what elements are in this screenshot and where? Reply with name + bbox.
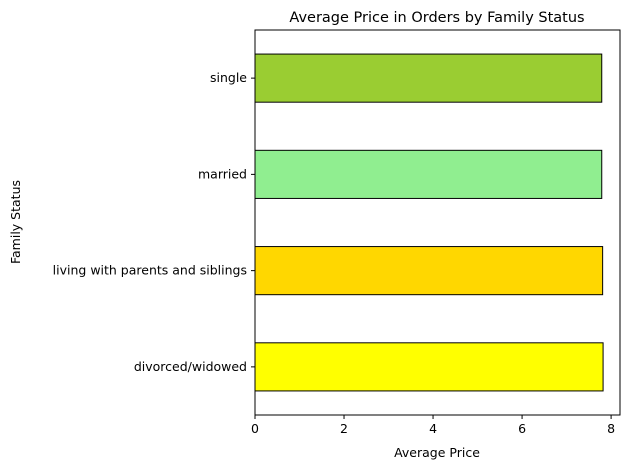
bar-divorced-widowed	[254, 342, 604, 392]
x-tick-label: 4	[429, 421, 437, 436]
y-tick-label: living with parents and siblings	[53, 263, 247, 278]
x-axis-label: Average Price	[394, 445, 480, 460]
y-axis-label: Family Status	[8, 180, 23, 264]
y-tick-label: divorced/widowed	[134, 359, 247, 374]
chart-title: Average Price in Orders by Family Status	[289, 10, 584, 26]
x-ticks: 0 2 4 6 8	[251, 415, 615, 436]
x-tick-label: 0	[251, 421, 259, 436]
bar-single	[254, 53, 603, 103]
x-tick-label: 6	[518, 421, 526, 436]
bar-living-with-parents-and-siblings	[254, 246, 604, 296]
plot-frame	[254, 29, 621, 416]
bars-group	[254, 53, 604, 392]
y-ticks: divorced/widowed living with parents and …	[53, 70, 255, 374]
x-tick-label: 8	[607, 421, 615, 436]
y-tick-label: married	[198, 166, 247, 181]
x-tick-label: 2	[340, 421, 348, 436]
y-tick-label: single	[210, 70, 247, 85]
bar-married	[254, 149, 603, 199]
